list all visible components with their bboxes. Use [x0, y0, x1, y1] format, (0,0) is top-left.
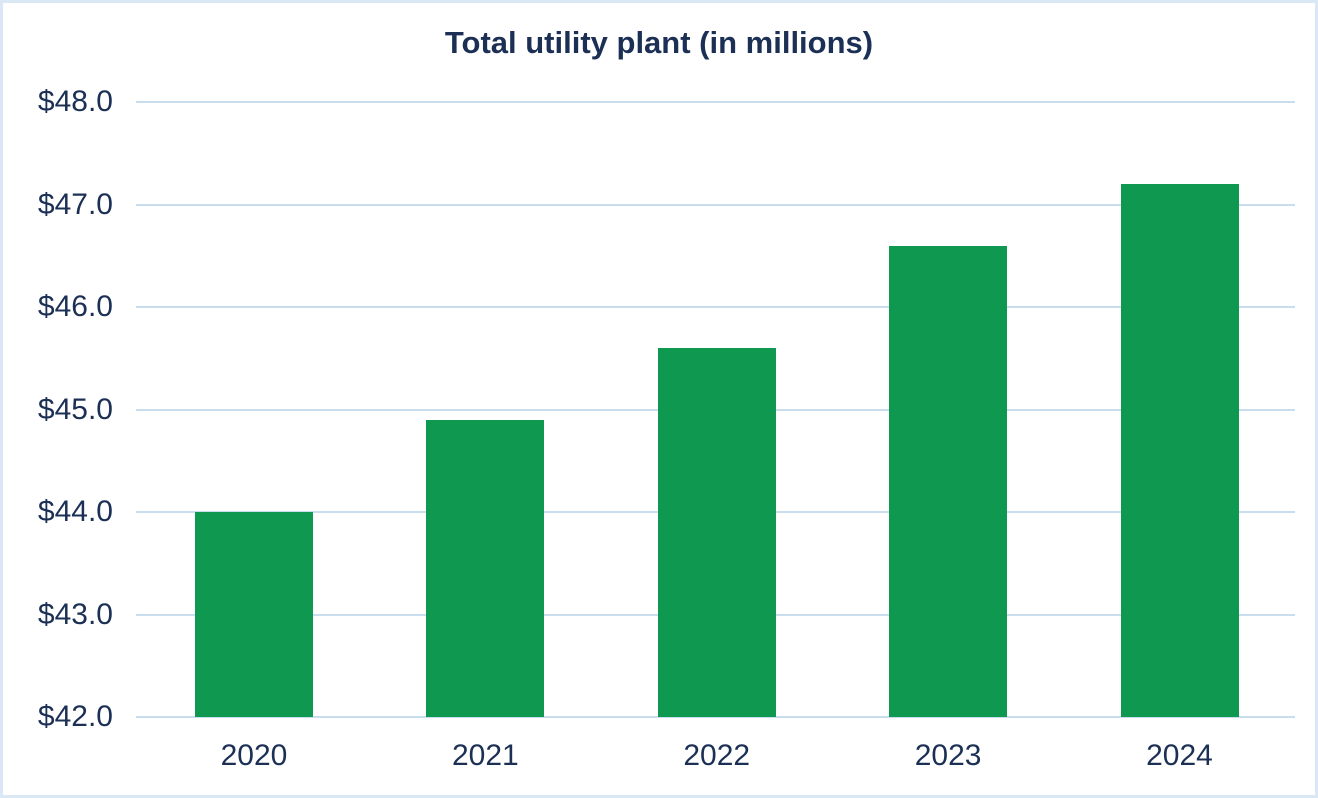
gridline — [136, 101, 1295, 103]
x-axis-tick-label: 2020 — [220, 739, 288, 772]
chart-title: Total utility plant (in millions) — [444, 25, 874, 60]
gridline — [136, 306, 1295, 308]
y-axis-tick-label: $44.0 — [37, 495, 113, 528]
y-axis-tick-label: $42.0 — [37, 700, 113, 733]
x-axis-tick-label: 2024 — [1146, 739, 1213, 772]
y-axis-tick-label: $45.0 — [37, 392, 113, 426]
x-axis-tick-label: 2023 — [914, 739, 982, 772]
x-axis-tick-label: 2021 — [452, 739, 519, 772]
bar — [195, 512, 313, 717]
gridline — [136, 203, 1295, 206]
plot-area: $42.0 $43.0 $44.0 $45.0 $46.0 $47.0 $48.0 2020 2… — [3, 3, 1315, 795]
gridline — [136, 716, 1295, 718]
y-axis-tick-label: $43.0 — [37, 597, 113, 631]
x-axis-tick-label: 2022 — [683, 739, 751, 772]
bar — [889, 245, 1008, 717]
bar — [1120, 184, 1239, 717]
y-axis-tick-label: $47.0 — [37, 187, 113, 221]
bar — [657, 348, 776, 717]
y-axis-tick-label: $46.0 — [37, 290, 113, 323]
bar — [426, 419, 545, 717]
y-axis-tick-label: $48.0 — [37, 85, 113, 118]
